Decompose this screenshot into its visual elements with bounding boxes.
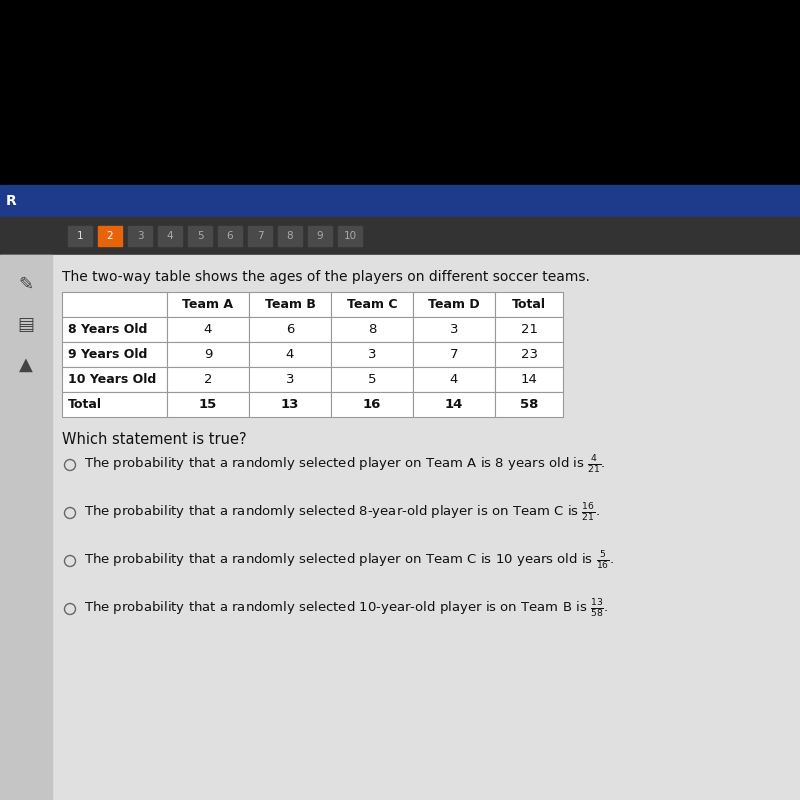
Text: 8 Years Old: 8 Years Old (68, 323, 147, 336)
Text: ✎: ✎ (18, 276, 34, 294)
Bar (128, 226, 152, 246)
Bar (62, 292, 167, 317)
Text: The probability that a randomly selected player on Team A is 8 years old is $\fr: The probability that a randomly selected… (84, 454, 606, 476)
Bar (338, 226, 362, 246)
Bar (413, 292, 495, 317)
Bar (62, 392, 167, 417)
Text: 58: 58 (520, 398, 538, 411)
Bar (331, 367, 413, 392)
Text: The probability that a randomly selected 10-year-old player is on Team B is $\fr: The probability that a randomly selected… (84, 598, 608, 620)
Text: Total: Total (68, 398, 102, 411)
Bar (331, 292, 413, 317)
Text: Total: Total (512, 298, 546, 311)
Bar (167, 392, 249, 417)
Text: The probability that a randomly selected player on Team C is 10 years old is $\f: The probability that a randomly selected… (84, 550, 614, 572)
Text: 7: 7 (450, 348, 458, 361)
Bar (495, 342, 563, 367)
Text: The probability that a randomly selected 8-year-old player is on Team C is $\fra: The probability that a randomly selected… (84, 502, 600, 524)
Bar (495, 292, 563, 317)
Bar (249, 342, 331, 367)
Bar (188, 226, 212, 246)
Bar (218, 226, 242, 246)
Text: 8: 8 (368, 323, 376, 336)
Text: 4: 4 (204, 323, 212, 336)
Bar (413, 392, 495, 417)
Bar (413, 367, 495, 392)
Text: 21: 21 (521, 323, 538, 336)
Text: 8: 8 (286, 231, 294, 241)
Text: R: R (6, 194, 17, 208)
Text: 4: 4 (166, 231, 174, 241)
Text: 14: 14 (521, 373, 538, 386)
Text: 10: 10 (343, 231, 357, 241)
Bar (495, 317, 563, 342)
Text: 5: 5 (197, 231, 203, 241)
Text: 9 Years Old: 9 Years Old (68, 348, 147, 361)
Text: 2: 2 (106, 231, 114, 241)
Bar (62, 317, 167, 342)
Text: Team C: Team C (346, 298, 398, 311)
Text: 4: 4 (286, 348, 294, 361)
Bar (158, 226, 182, 246)
Bar (167, 317, 249, 342)
Bar (98, 226, 122, 246)
Bar (331, 342, 413, 367)
Bar (167, 292, 249, 317)
Text: Team A: Team A (182, 298, 234, 311)
Text: 9: 9 (204, 348, 212, 361)
Text: 6: 6 (226, 231, 234, 241)
Bar (413, 317, 495, 342)
Bar (0, 217, 800, 255)
Text: 7: 7 (257, 231, 263, 241)
Bar (331, 392, 413, 417)
Bar (62, 342, 167, 367)
Text: Team B: Team B (265, 298, 315, 311)
Bar (68, 226, 92, 246)
Text: 3: 3 (368, 348, 376, 361)
Text: Team D: Team D (428, 298, 480, 311)
Bar (0, 255, 52, 800)
Bar (62, 367, 167, 392)
Bar (495, 367, 563, 392)
Text: 13: 13 (281, 398, 299, 411)
Text: 15: 15 (199, 398, 217, 411)
Bar (278, 226, 302, 246)
Bar (0, 255, 800, 800)
Text: 4: 4 (450, 373, 458, 386)
Bar (413, 342, 495, 367)
Bar (167, 367, 249, 392)
Text: 14: 14 (445, 398, 463, 411)
Text: The two-way table shows the ages of the players on different soccer teams.: The two-way table shows the ages of the … (62, 270, 590, 284)
Text: 23: 23 (521, 348, 538, 361)
Bar (331, 317, 413, 342)
Text: 3: 3 (450, 323, 458, 336)
Text: 3: 3 (137, 231, 143, 241)
Text: 9: 9 (317, 231, 323, 241)
Text: 6: 6 (286, 323, 294, 336)
Bar (249, 392, 331, 417)
Bar (0, 0, 800, 185)
Bar (495, 392, 563, 417)
Text: 10 Years Old: 10 Years Old (68, 373, 156, 386)
Text: ▲: ▲ (19, 356, 33, 374)
Text: 1: 1 (77, 231, 83, 241)
Bar (248, 226, 272, 246)
Text: ▤: ▤ (18, 316, 34, 334)
Bar (167, 342, 249, 367)
Text: 3: 3 (286, 373, 294, 386)
Bar (249, 317, 331, 342)
Text: 16: 16 (363, 398, 381, 411)
Text: Which statement is true?: Which statement is true? (62, 432, 246, 447)
Bar (249, 292, 331, 317)
Text: 5: 5 (368, 373, 376, 386)
Bar (308, 226, 332, 246)
Bar (0, 185, 800, 217)
Text: 2: 2 (204, 373, 212, 386)
Bar (249, 367, 331, 392)
